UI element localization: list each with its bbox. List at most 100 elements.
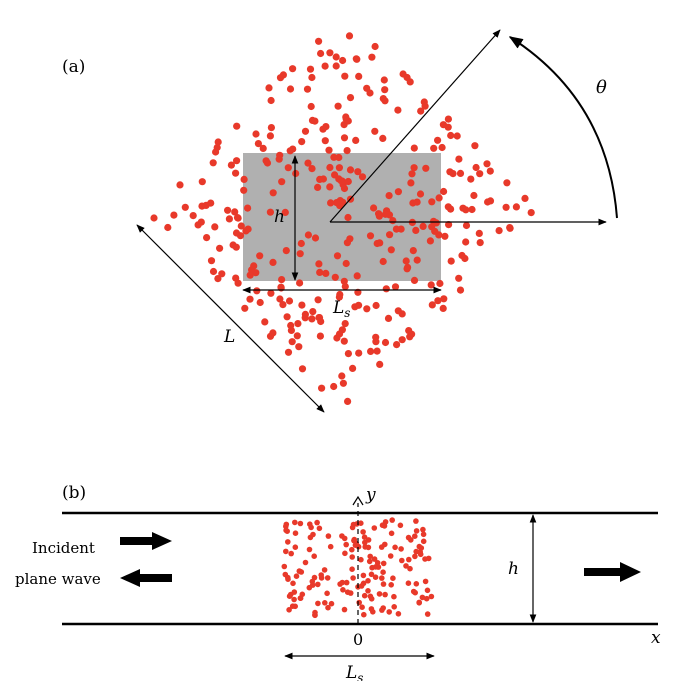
scatterer-dot: [398, 336, 406, 344]
scatterer-dot: [283, 548, 289, 555]
scatterer-dot: [363, 305, 371, 313]
scatterer-dot: [441, 232, 449, 240]
scatterer-dot: [334, 102, 342, 110]
scatterer-dot: [284, 164, 292, 172]
scatterer-dot: [372, 574, 379, 580]
scatterer-dot: [340, 587, 346, 593]
scatterer-dot: [266, 208, 274, 216]
scatterer-dot: [503, 179, 511, 187]
scatterer-dot: [288, 550, 295, 557]
scatterer-dot: [322, 600, 328, 606]
scatterer-dot: [428, 198, 436, 206]
scatterer-dot: [368, 596, 375, 602]
scatterer-dot: [412, 533, 418, 539]
scatterer-dot: [207, 257, 216, 265]
scatterer-dot: [366, 558, 373, 565]
scatterer-dot: [321, 62, 329, 70]
scatterer-dot: [285, 297, 294, 305]
ls-label: Ls: [332, 298, 350, 320]
scatterer-dot: [262, 157, 270, 165]
scatterer-dot: [285, 576, 291, 582]
scatterer-dot: [412, 553, 418, 560]
scatterer-dot: [267, 96, 275, 105]
scatterer-dot: [287, 591, 294, 598]
scatterer-dot: [309, 308, 317, 316]
scatterer-dot: [416, 190, 425, 198]
scatterer-dot: [407, 179, 415, 187]
scatterer-dot: [428, 593, 435, 600]
scatterer-dot: [483, 160, 491, 168]
scatterer-dot: [375, 212, 383, 220]
scatterer-dot: [408, 170, 416, 178]
scatterer-dot: [349, 554, 356, 560]
scatterer-dot: [382, 541, 388, 548]
scatterer-dot: [413, 581, 420, 587]
scatterer-dot: [293, 573, 300, 579]
scatterer-dot: [232, 169, 240, 177]
scatterer-dot: [150, 214, 158, 222]
scatterer-dot: [321, 137, 329, 145]
scatterer-dot: [349, 364, 357, 372]
scatterer-dot: [282, 571, 289, 578]
scatterer-dot: [214, 138, 222, 146]
scatterer-dot: [419, 222, 427, 230]
scatterer-dot: [405, 580, 412, 586]
scatterer-dot: [420, 538, 427, 545]
scatterer-dot: [379, 134, 387, 142]
scatterer-dot: [343, 147, 351, 155]
scatterer-dot: [308, 315, 316, 323]
scatterer-dot: [358, 520, 364, 526]
scatterer-dot: [244, 204, 252, 212]
scatterer-dot: [325, 604, 331, 611]
scatterer-dot: [319, 175, 327, 183]
scatterer-dot: [286, 147, 294, 155]
scatterer-dot: [367, 347, 375, 355]
scatterer-dot: [434, 297, 442, 305]
scatterer-dot: [286, 607, 292, 613]
scatterer-dot: [326, 163, 334, 172]
scatterer-dot: [240, 186, 248, 194]
scatterer-dot: [380, 560, 387, 567]
scatterer-dot: [484, 198, 492, 206]
scatterer-dot: [407, 565, 413, 572]
scatterer-dot: [330, 153, 338, 161]
scatterer-dot: [380, 581, 387, 587]
scatterer-dot: [447, 205, 455, 213]
scatterer-dot: [347, 590, 354, 596]
scatterer-dot: [399, 557, 405, 564]
scatterer-dot: [353, 272, 361, 280]
scatterer-dot: [341, 606, 348, 613]
scatterer-dot: [269, 329, 277, 337]
scatterer-dot: [283, 521, 290, 528]
scatterer-dot: [203, 234, 211, 242]
scatterer-dot: [352, 136, 360, 144]
scatterer-dot: [436, 279, 444, 288]
scatterer-dot: [387, 246, 395, 254]
scatterer-dot: [470, 191, 478, 200]
scatterer-dot: [403, 563, 409, 569]
scatterer-dot: [386, 231, 394, 239]
scatterer-dot: [324, 590, 330, 597]
scatterer-dot: [316, 332, 324, 340]
scatterer-dot: [394, 106, 402, 114]
incident-label-line2: plane wave: [15, 570, 101, 588]
scatterer-dot: [372, 301, 380, 310]
scatterer-dot: [259, 144, 267, 152]
scatterer-dot: [381, 338, 390, 347]
scatterer-dot: [341, 72, 349, 80]
scatterer-dot: [386, 609, 393, 615]
scatterer-dot: [194, 221, 202, 229]
scatterer-dot: [289, 65, 297, 73]
scatterer-dot: [225, 215, 233, 223]
scatterer-dot: [453, 132, 461, 140]
scatterer-dot: [339, 379, 347, 387]
scatterer-dot: [371, 556, 378, 562]
scatterer-dot: [338, 177, 346, 185]
scatterer-dot: [435, 194, 443, 202]
scatterer-dot: [366, 89, 374, 97]
scatterer-dot: [379, 607, 385, 613]
scatterer-dot: [424, 611, 431, 617]
scatterer-dot: [265, 84, 273, 92]
scatterer-dot: [368, 571, 375, 578]
